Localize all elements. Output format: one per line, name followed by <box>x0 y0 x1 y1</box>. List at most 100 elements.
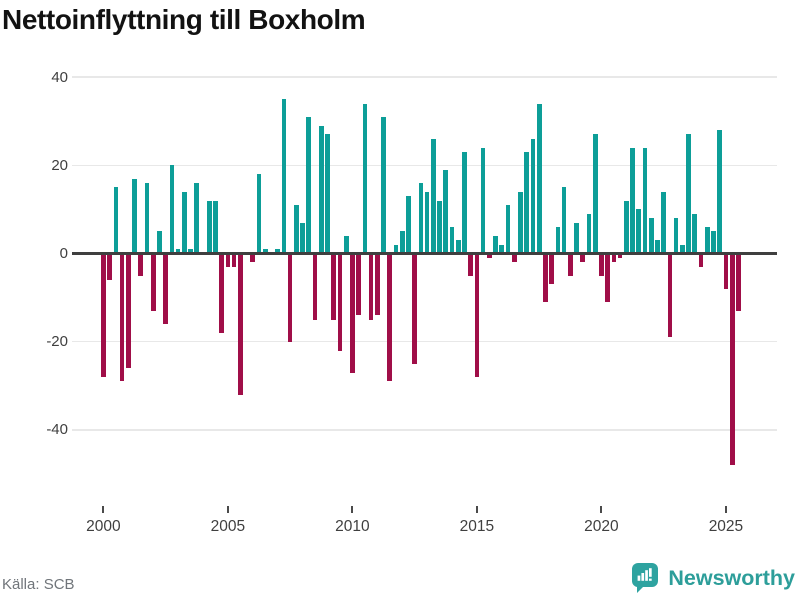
x-axis-tick-label: 2010 <box>335 518 370 535</box>
bar <box>138 253 144 276</box>
bar <box>717 130 723 254</box>
x-axis-tick <box>226 506 229 513</box>
bar <box>101 253 106 377</box>
bar <box>499 244 505 254</box>
bar <box>113 187 119 254</box>
bar <box>219 253 225 333</box>
bar <box>150 253 156 311</box>
bar <box>406 196 411 254</box>
bar <box>275 249 281 254</box>
bar <box>673 218 679 254</box>
chart-title: Nettoinflyttning till Boxholm <box>2 4 366 35</box>
bar <box>736 253 741 311</box>
x-axis-tick <box>475 506 478 513</box>
grid-line <box>72 164 777 167</box>
bar <box>393 244 399 254</box>
bar <box>350 253 355 373</box>
bar <box>163 253 168 325</box>
bar <box>318 125 324 254</box>
bar <box>623 200 629 254</box>
bar <box>362 103 368 254</box>
bar <box>418 182 424 254</box>
y-axis-tick-label: 40 <box>51 68 68 86</box>
bar <box>194 182 200 254</box>
bar <box>686 134 691 254</box>
bar <box>474 253 480 377</box>
x-axis-tick-label: 2020 <box>584 518 619 535</box>
bar <box>630 147 635 254</box>
bar <box>530 138 536 254</box>
x-axis-tick-label: 2005 <box>210 518 246 535</box>
bar <box>306 116 312 254</box>
bar <box>424 191 430 254</box>
y-axis-tick-label: 0 <box>59 245 68 262</box>
bar <box>586 213 592 254</box>
bar <box>698 253 704 267</box>
bar <box>256 174 262 254</box>
bar <box>287 253 293 342</box>
bar <box>437 200 442 254</box>
bar <box>144 182 150 254</box>
bar <box>188 249 193 254</box>
x-axis-tick <box>600 506 603 513</box>
bar <box>231 253 237 267</box>
bar <box>729 253 735 466</box>
bar <box>704 227 710 254</box>
grid-line <box>72 340 777 343</box>
bar <box>648 218 654 254</box>
bar <box>181 191 187 254</box>
bar <box>325 134 330 254</box>
bar <box>642 147 648 254</box>
bar <box>225 253 231 267</box>
bar <box>574 222 579 254</box>
bar <box>356 253 361 316</box>
bar <box>567 253 573 276</box>
bar <box>723 253 729 289</box>
bar <box>655 240 660 254</box>
bar <box>132 178 137 254</box>
bar <box>368 253 374 320</box>
bar <box>455 240 461 254</box>
bar <box>107 253 112 280</box>
bar <box>518 191 523 254</box>
x-axis-tick-label: 2000 <box>86 518 121 535</box>
bar <box>169 165 175 254</box>
source-text: Källa: SCB <box>2 576 75 593</box>
grid-line <box>72 76 777 78</box>
bar <box>505 204 511 254</box>
bar <box>524 152 530 254</box>
bar <box>443 169 449 254</box>
newsworthy-logo: Newsworthy <box>630 561 795 595</box>
bar <box>462 152 467 254</box>
bar <box>175 249 181 254</box>
bar <box>331 253 337 320</box>
bar <box>412 253 417 364</box>
bar <box>667 253 673 338</box>
bar <box>561 187 567 254</box>
bar <box>487 253 492 258</box>
bar <box>431 138 436 254</box>
x-axis-tick-label: 2025 <box>708 518 744 535</box>
x-axis-tick <box>351 506 354 513</box>
bar <box>680 244 685 254</box>
bar <box>611 253 617 263</box>
bar <box>281 99 287 254</box>
bar <box>468 253 474 276</box>
grid-line <box>72 429 777 431</box>
bar <box>449 227 455 254</box>
bar <box>692 213 698 254</box>
x-axis-tick-label: 2015 <box>459 518 495 535</box>
x-axis-tick <box>724 506 727 513</box>
newsworthy-logo-text: Newsworthy <box>668 565 795 590</box>
bar <box>294 204 299 254</box>
bar <box>661 191 667 254</box>
bar <box>381 116 386 254</box>
bar <box>580 253 586 263</box>
bar <box>312 253 318 320</box>
y-axis-tick-label: 20 <box>51 156 68 174</box>
bar <box>250 253 256 263</box>
y-axis-tick-label: -20 <box>46 333 68 351</box>
bar <box>480 147 486 254</box>
bar <box>387 253 393 382</box>
